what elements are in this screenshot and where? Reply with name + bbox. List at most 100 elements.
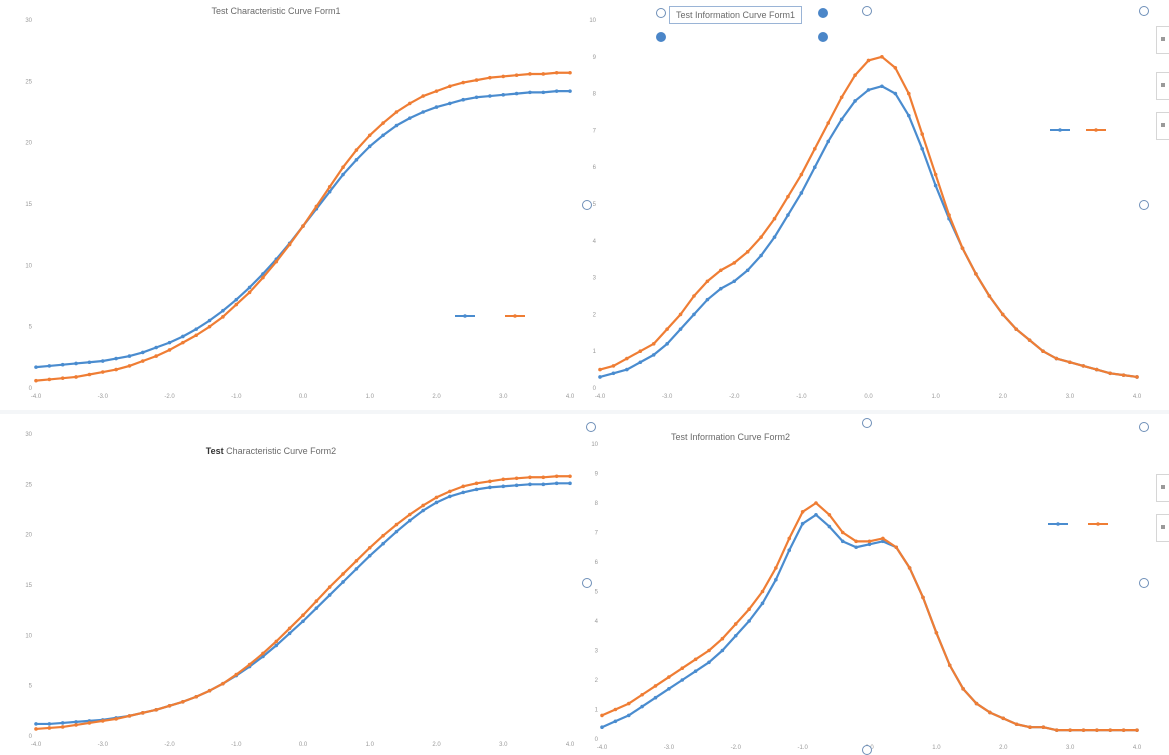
chart-filters-button[interactable] — [1156, 112, 1169, 140]
data-point — [1028, 725, 1032, 729]
data-point — [854, 539, 858, 544]
chart-resize-handle[interactable] — [862, 745, 872, 755]
y-tick-label: 0 — [29, 386, 33, 392]
x-tick-label: -1.0 — [231, 742, 242, 748]
data-point — [1108, 728, 1113, 732]
x-tick-label: 3.0 — [1066, 745, 1075, 751]
data-point — [34, 378, 38, 383]
data-point — [720, 636, 725, 641]
chart-resize-handle[interactable] — [1139, 200, 1149, 210]
series-line — [35, 475, 570, 731]
chart-resize-handle[interactable] — [586, 422, 596, 432]
data-point — [247, 290, 252, 295]
data-point — [261, 651, 265, 656]
data-point — [1135, 728, 1139, 732]
chart-panel-tic-form2[interactable]: Test Information Curve Form2 0 1 2 3 4 5 6 7 8 9 1… — [582, 414, 1169, 755]
data-point — [988, 710, 992, 715]
chart-svg: 012345678910-4.0-3.0-2.0-1.00.01.02.03.0… — [591, 442, 1142, 751]
data-point — [327, 585, 332, 589]
data-point — [881, 536, 885, 541]
data-point — [947, 213, 951, 217]
data-point — [626, 713, 631, 718]
chart-elements-button[interactable] — [1156, 474, 1169, 502]
y-tick-label: 8 — [595, 501, 599, 507]
data-point — [613, 707, 618, 712]
chart-styles-button[interactable] — [1156, 72, 1169, 100]
data-point — [127, 354, 132, 358]
x-tick-label: 1.0 — [366, 742, 375, 748]
data-point — [514, 73, 519, 77]
data-point — [154, 708, 158, 712]
data-point — [381, 121, 385, 125]
data-point — [287, 631, 292, 636]
chart-svg: 0 5 10 15 20 25 30 -4.0 -3.0 -2.0 -1.0 0.0 1.0 2.0 3.0… — [25, 432, 575, 748]
x-tick-label: -4.0 — [597, 745, 608, 751]
chart-styles-button[interactable] — [1156, 514, 1169, 542]
data-point — [207, 324, 212, 329]
data-point — [354, 148, 359, 152]
chart-panel-tcc-form2[interactable]: Test Characteristic Curve Form2 0 5 10 15 20… — [0, 414, 582, 755]
legend-marker — [463, 314, 467, 318]
title-resize-handle[interactable] — [818, 32, 828, 42]
data-point — [893, 66, 898, 70]
chart-title[interactable]: Test Information Curve Form1 — [582, 6, 1169, 24]
chart-resize-handle[interactable] — [1139, 578, 1149, 588]
chart-panel-tic-form1[interactable]: Test Information Curve Form1 0 1 2 3 4 5 6 7 8 9 1… — [582, 0, 1169, 410]
data-point — [421, 94, 425, 98]
data-point — [787, 536, 792, 541]
data-point — [247, 285, 252, 290]
chart-panel-tcc-form1[interactable]: Test Characteristic Curve Form1 0 5 10 15 20… — [0, 0, 582, 410]
data-point — [421, 110, 425, 114]
x-tick-label: 2.0 — [999, 394, 1008, 400]
data-point — [1014, 722, 1019, 727]
chart-resize-handle[interactable] — [862, 6, 872, 16]
data-point — [651, 353, 656, 357]
chart-resize-handle[interactable] — [1139, 6, 1149, 16]
data-point — [1121, 728, 1126, 732]
data-point — [421, 508, 425, 513]
data-point — [207, 688, 212, 693]
title-resize-handle[interactable] — [656, 32, 666, 42]
data-point — [720, 648, 725, 653]
data-point — [327, 185, 332, 189]
data-point — [34, 365, 38, 369]
title-resize-handle[interactable] — [818, 8, 828, 18]
data-point — [528, 72, 532, 76]
y-tick-label: 10 — [25, 633, 32, 639]
y-tick-label: 20 — [25, 141, 32, 147]
chart-resize-handle[interactable] — [582, 578, 592, 588]
data-point — [1108, 371, 1112, 376]
data-point — [194, 333, 198, 338]
data-point — [461, 490, 466, 495]
y-tick-label: 1 — [593, 349, 597, 355]
chart-elements-button[interactable] — [1156, 26, 1169, 54]
y-tick-label: 6 — [595, 560, 599, 566]
data-point — [786, 194, 790, 199]
data-point — [60, 362, 65, 367]
data-point — [301, 224, 305, 228]
data-point — [528, 475, 532, 480]
chart-resize-handle[interactable] — [862, 418, 872, 428]
data-point — [528, 90, 532, 95]
data-point — [1135, 375, 1139, 379]
chart-title: Test Characteristic Curve Form2 — [0, 446, 582, 456]
data-point — [434, 500, 439, 505]
series-line — [36, 482, 570, 726]
data-point — [421, 503, 425, 508]
data-point — [640, 692, 644, 697]
y-tick-label: 7 — [593, 128, 597, 134]
data-point — [181, 699, 185, 704]
legend-marker — [513, 314, 517, 318]
data-point — [667, 675, 671, 679]
data-point — [1094, 367, 1099, 372]
data-point — [554, 474, 559, 479]
y-tick-label: 5 — [593, 202, 597, 208]
data-point — [100, 370, 105, 374]
data-point — [501, 484, 506, 489]
data-point — [665, 342, 669, 346]
data-point — [826, 139, 831, 144]
title-resize-handle[interactable] — [656, 8, 666, 18]
chart-resize-handle[interactable] — [1139, 422, 1149, 432]
data-point — [598, 375, 602, 379]
chart-resize-handle[interactable] — [582, 200, 592, 210]
